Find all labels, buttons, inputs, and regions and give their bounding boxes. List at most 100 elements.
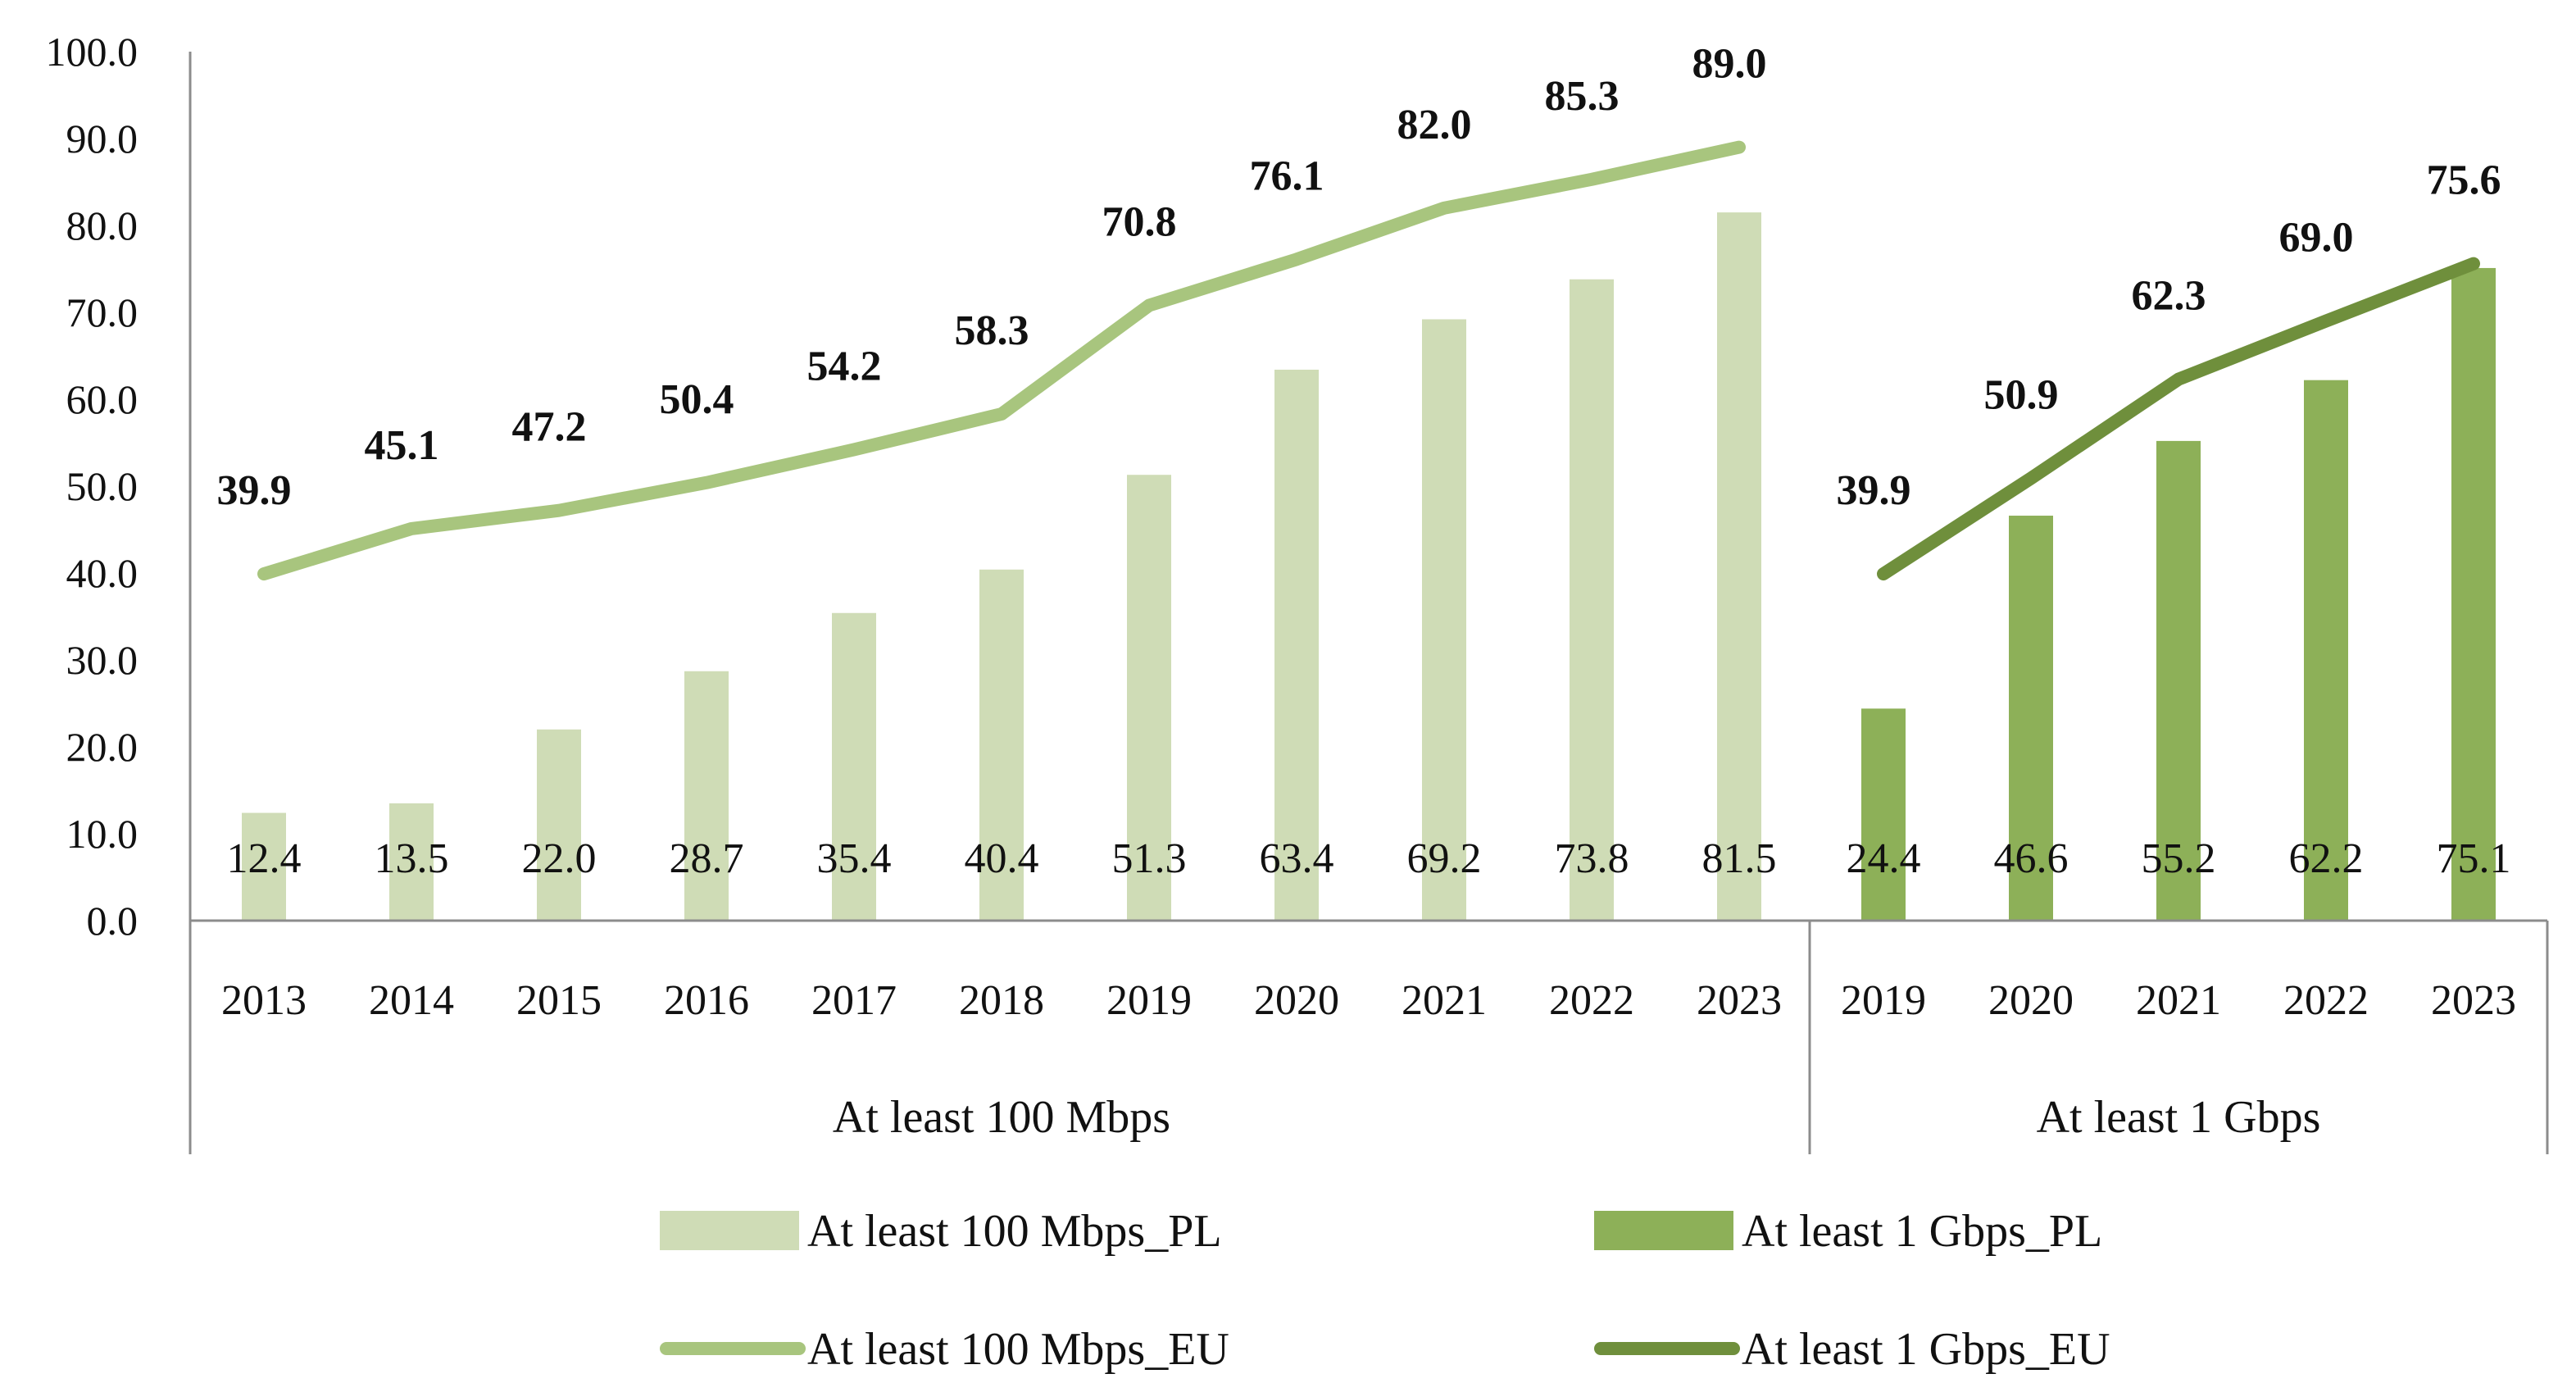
group-label: At least 100 Mbps <box>833 1092 1170 1143</box>
x-tick-label: 2021 <box>1402 977 1487 1024</box>
bar-data-label: 40.4 <box>965 835 1039 882</box>
bar <box>684 671 729 921</box>
y-tick-label: 70.0 <box>66 289 139 335</box>
line-data-label: 85.3 <box>1545 73 1620 120</box>
y-tick-label: 30.0 <box>66 637 139 683</box>
bar-data-label: 62.2 <box>2289 835 2364 882</box>
x-tick-label: 2023 <box>1697 977 1782 1024</box>
bar-data-label: 28.7 <box>670 835 744 882</box>
line-point <box>2178 378 2179 380</box>
bar-data-label: 81.5 <box>1702 835 1777 882</box>
y-tick-label: 40.0 <box>66 550 139 596</box>
line-data-label: 45.1 <box>365 422 439 469</box>
y-tick-label: 60.0 <box>66 376 139 422</box>
line-point <box>1738 146 1740 148</box>
line-data-label: 39.9 <box>1837 467 1911 514</box>
line-point <box>1001 413 1002 416</box>
y-axis: 0.0 10.0 20.0 30.0 40.0 50.0 60.0 70.0 80.0 90.0 1… <box>46 29 192 1154</box>
y-tick-label: 50.0 <box>66 463 139 509</box>
x-tick-label: 2019 <box>1841 977 1926 1024</box>
bar-data-label: 63.4 <box>1260 835 1334 882</box>
x-tick-label: 2020 <box>1988 977 2074 1024</box>
line-data-label: 39.9 <box>217 467 292 514</box>
y-tick-label: 100.0 <box>46 29 139 75</box>
line-data-label: 69.0 <box>2279 215 2354 262</box>
line-point <box>1883 573 1884 575</box>
line-point <box>2030 477 2032 480</box>
x-tick-label: 2015 <box>516 977 602 1024</box>
line-data-label: 89.0 <box>1692 41 1767 88</box>
bar <box>1717 212 1761 921</box>
bar <box>389 803 434 921</box>
bar-data-label: 55.2 <box>2142 835 2216 882</box>
y-tick-label: 80.0 <box>66 202 139 248</box>
line-point <box>706 481 707 484</box>
bar <box>242 812 286 921</box>
x-tick-label: 2019 <box>1106 977 1192 1024</box>
bar-data-label: 12.4 <box>227 835 302 882</box>
bar-labels: 12.4 13.5 22.0 28.7 35.4 40.4 51.3 63.4 69.2 73.8… <box>227 835 2511 882</box>
bar <box>1274 369 1319 921</box>
bar-data-label: 73.8 <box>1555 835 1629 882</box>
x-tick-label: 2014 <box>369 977 454 1024</box>
legend-label: At least 1 Gbps_PL <box>1742 1206 2102 1257</box>
group-label: At least 1 Gbps <box>2037 1092 2321 1143</box>
series-line <box>257 140 1746 581</box>
bar <box>2156 440 2201 921</box>
y-tick-label: 10.0 <box>66 811 139 857</box>
bar <box>1422 319 1466 921</box>
x-axis: 2013 2014 2015 2016 2017 2018 2019 2020 2021 2022… <box>190 919 2549 1154</box>
bar <box>2009 516 2053 921</box>
x-tick-label: 2013 <box>221 977 307 1024</box>
bar <box>1127 475 1171 921</box>
x-tick-label: 2016 <box>664 977 749 1024</box>
x-tick-label: 2018 <box>959 977 1044 1024</box>
legend-label: At least 1 Gbps_EU <box>1742 1324 2110 1375</box>
bar-data-label: 46.6 <box>1994 835 2069 882</box>
bar <box>2451 267 2496 921</box>
line-point <box>1148 304 1150 307</box>
legend: At least 100 Mbps_PL At least 1 Gbps_PL At… <box>660 1206 2110 1375</box>
bar <box>1861 708 1906 921</box>
line-point <box>2473 262 2474 265</box>
line-data-label: 82.0 <box>1397 102 1472 148</box>
line-data-label: 70.8 <box>1102 199 1177 246</box>
bar-data-label: 75.1 <box>2437 835 2511 882</box>
bar <box>832 612 876 921</box>
line-data-label: 76.1 <box>1250 152 1324 199</box>
line-point <box>263 573 265 575</box>
bar <box>537 729 581 921</box>
x-tick-label: 2022 <box>1549 977 1634 1024</box>
line-point <box>558 509 560 512</box>
y-tick-label: 0.0 <box>87 898 139 944</box>
bar-data-label: 24.4 <box>1847 835 1921 882</box>
line-point <box>1296 258 1297 261</box>
legend-label: At least 100 Mbps_PL <box>807 1206 1222 1257</box>
line-point <box>1443 207 1445 209</box>
line-point <box>411 527 412 530</box>
bar-data-label: 22.0 <box>522 835 597 882</box>
line-data-label: 50.4 <box>660 376 734 423</box>
bar-data-label: 51.3 <box>1112 835 1187 882</box>
line-data-label: 62.3 <box>2132 273 2206 320</box>
line-point <box>853 448 855 451</box>
line-data-label: 54.2 <box>807 343 882 389</box>
x-tick-label: 2023 <box>2431 977 2516 1024</box>
bar-data-label: 69.2 <box>1407 835 1482 882</box>
y-tick-label: 20.0 <box>66 724 139 770</box>
line-point <box>1591 178 1592 180</box>
line-data-label: 47.2 <box>512 404 587 451</box>
x-tick-label: 2020 <box>1254 977 1339 1024</box>
bar <box>979 569 1024 921</box>
line-data-label: 58.3 <box>955 307 1029 354</box>
bar <box>1570 279 1614 921</box>
x-tick-label: 2017 <box>811 977 897 1024</box>
legend-swatch <box>1594 1211 1733 1250</box>
lines <box>257 140 2480 581</box>
line-point <box>2325 320 2327 322</box>
x-tick-label: 2022 <box>2283 977 2369 1024</box>
x-tick-label: 2021 <box>2136 977 2221 1024</box>
legend-label: At least 100 Mbps_EU <box>807 1324 1229 1375</box>
y-tick-label: 90.0 <box>66 116 139 161</box>
